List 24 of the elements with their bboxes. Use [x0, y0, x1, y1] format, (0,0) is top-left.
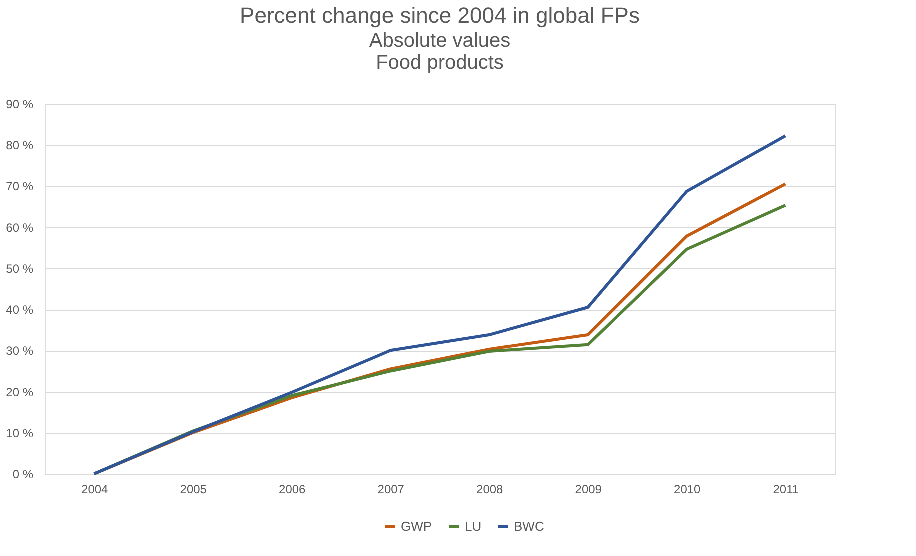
y-tick-label: 40 % [6, 303, 34, 318]
text: Absolute values [369, 30, 511, 52]
legend-label: LU [465, 518, 482, 534]
x-tick-label: 2007 [378, 482, 405, 496]
x-tick-label: 2011 [773, 482, 800, 496]
x-tick-label: 2008 [476, 482, 504, 496]
chart-title: Percent change since 2004 in global FPs [240, 3, 640, 28]
y-tick-label: 10 % [6, 426, 34, 440]
y-tick-label: 60 % [6, 220, 34, 235]
legend-label: GWP [401, 518, 432, 534]
y-tick-label: 70 % [6, 180, 34, 194]
x-tick-label: 2006 [279, 482, 306, 496]
legend-label: BWC [514, 518, 544, 534]
text: Food products [376, 52, 504, 74]
y-tick-label: 90 % [6, 98, 34, 112]
y-tick-label: 80 % [6, 138, 34, 153]
x-tick-label: 2009 [575, 482, 602, 496]
y-tick-label: 20 % [6, 385, 34, 400]
x-tick-label: 2005 [180, 482, 208, 496]
y-tick-label: 0 % [12, 468, 34, 482]
x-tick-label: 2004 [82, 482, 109, 496]
y-tick-label: 30 % [6, 344, 34, 358]
x-tick-label: 2010 [674, 482, 702, 496]
y-tick-label: 50 % [6, 262, 34, 276]
